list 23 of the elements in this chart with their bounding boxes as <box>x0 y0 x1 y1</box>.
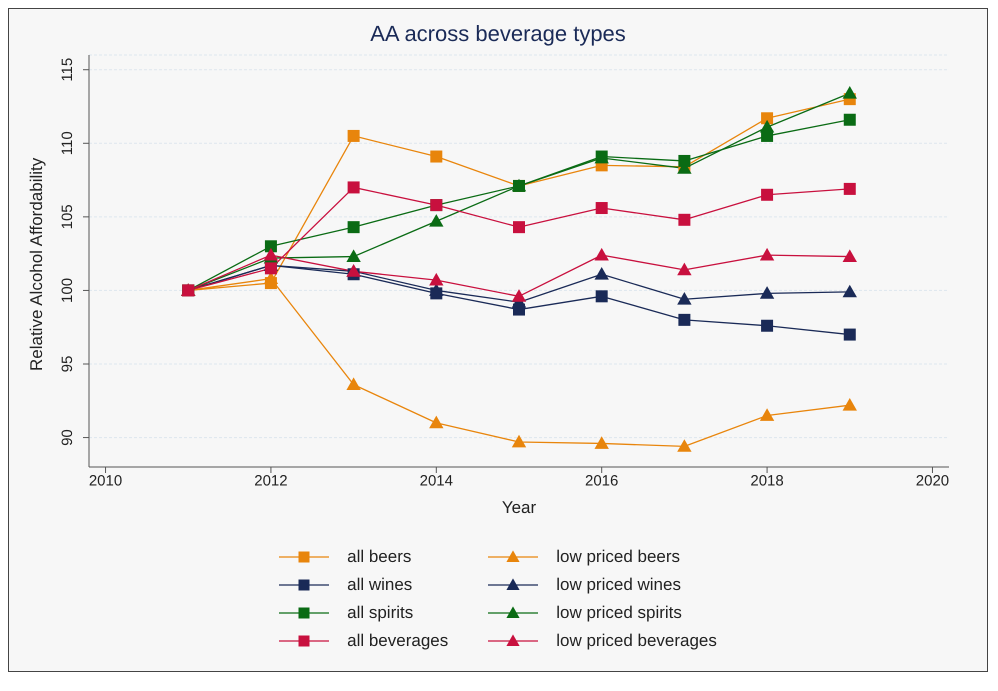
y-tick-label: 110 <box>59 131 76 156</box>
x-tick-label: 2012 <box>254 472 288 490</box>
y-tick-label: 115 <box>59 58 76 82</box>
legend-label: all beverages <box>347 631 448 651</box>
legend-label: low priced spirits <box>556 603 682 623</box>
y-tick-label: 95 <box>59 356 76 372</box>
y-tick-label: 90 <box>59 429 76 446</box>
y-tick-label: 100 <box>59 278 76 303</box>
x-tick-label: 2020 <box>916 472 950 490</box>
legend-label: all wines <box>347 575 412 595</box>
y-tick-label: 105 <box>59 204 76 230</box>
legend-label: low priced beers <box>556 547 680 567</box>
legend-label: all spirits <box>347 603 414 623</box>
legend-label: all beers <box>347 547 412 567</box>
legend-label: low priced wines <box>556 575 681 595</box>
x-axis-title: Year <box>502 498 537 517</box>
x-tick-label: 2018 <box>750 472 784 490</box>
x-tick-label: 2016 <box>585 472 618 490</box>
x-tick-label: 2010 <box>88 472 122 490</box>
y-axis-title: Relative Alcohol Affordability <box>27 157 46 371</box>
chart-title: AA across beverage types <box>369 20 627 47</box>
x-tick-label: 2014 <box>420 472 453 490</box>
legend-label: low priced beverages <box>556 631 717 651</box>
